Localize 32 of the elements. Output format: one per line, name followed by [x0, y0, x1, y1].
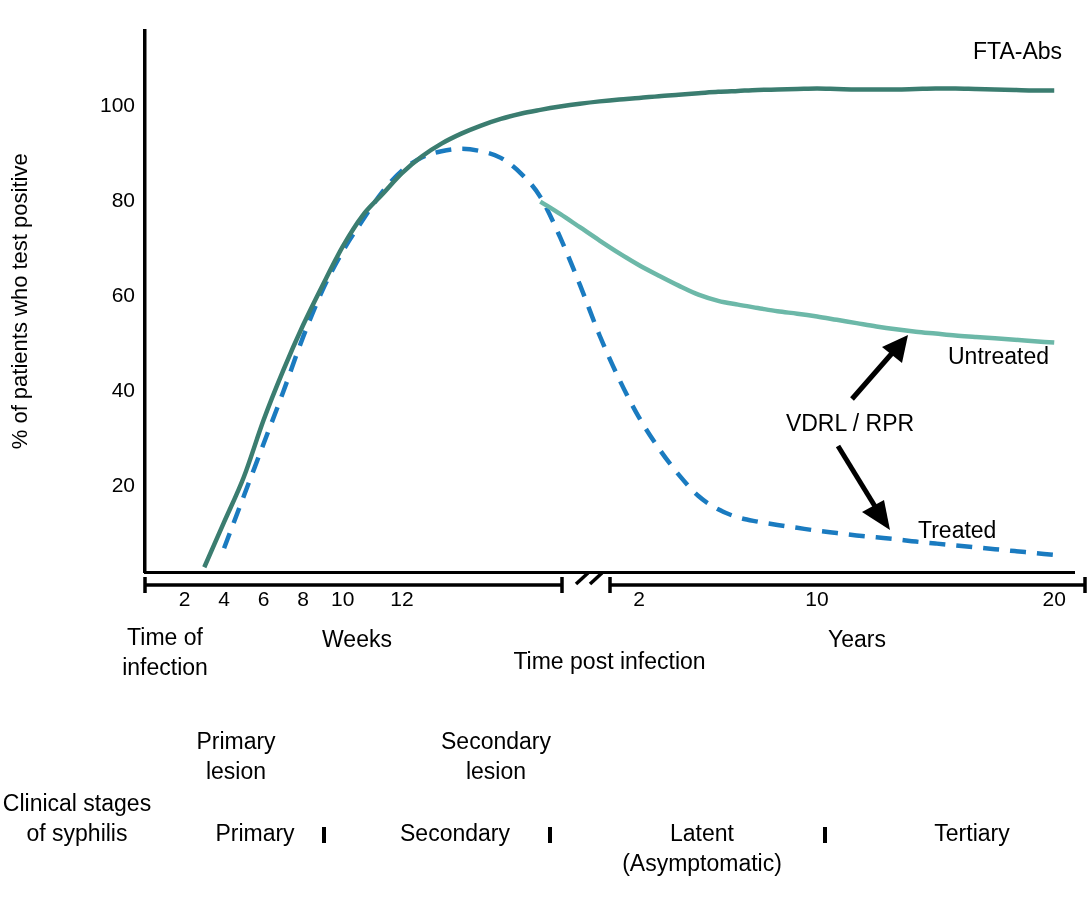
x-tick-label: 6 [257, 587, 270, 611]
series-label: Treated [918, 517, 997, 544]
y-tick-label: 60 [111, 283, 135, 307]
y-tick-label: 80 [111, 188, 135, 212]
y-tick-label: 20 [111, 473, 135, 497]
x-tick-label: 8 [297, 587, 309, 611]
text: Primary [214, 819, 296, 848]
text: Time of infection [121, 623, 209, 682]
text: Secondary lesion [440, 727, 552, 786]
x-tick-label: 20 [1042, 587, 1066, 611]
text: Tertiary [933, 819, 1011, 848]
x-tick-label: 12 [390, 587, 414, 611]
y-axis-title: % of patients who test positive [7, 153, 33, 450]
text: Secondary [399, 819, 511, 848]
series-label: Untreated [948, 343, 1050, 370]
x-tick-label: 2 [633, 587, 645, 611]
text: Clinical stages of syphilis [2, 789, 152, 848]
annotation: VDRL / RPR [784, 409, 916, 438]
x-axis-title: Time post infection [513, 647, 706, 674]
x-tick-label: 2 [178, 587, 191, 611]
line-series [202, 86, 1057, 570]
y-tick-label: 100 [99, 93, 135, 117]
text: Years [827, 625, 887, 654]
line-series [538, 199, 1057, 345]
x-tick-label: 4 [218, 587, 231, 611]
y-tick-label: 40 [111, 378, 135, 402]
series-label: FTA-Abs [973, 38, 1063, 65]
text: Primary lesion [195, 727, 277, 786]
text: Weeks [321, 625, 393, 654]
x-tick-label: 10 [805, 587, 829, 611]
x-tick-label: 10 [330, 587, 355, 611]
text: Latent (Asymptomatic) [621, 819, 783, 878]
